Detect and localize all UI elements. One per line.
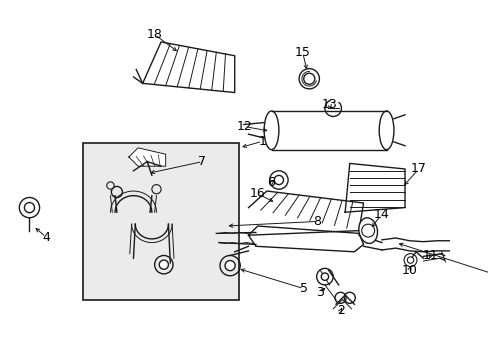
Polygon shape [271,111,386,150]
Text: 17: 17 [410,162,426,175]
Circle shape [224,261,235,271]
Polygon shape [142,42,234,93]
Text: 16: 16 [249,187,265,200]
Text: 15: 15 [294,46,310,59]
Text: 13: 13 [321,98,337,111]
Ellipse shape [358,218,377,243]
Ellipse shape [379,111,393,150]
Text: 5: 5 [299,282,307,295]
FancyBboxPatch shape [82,143,239,300]
Text: 1: 1 [258,135,266,148]
Polygon shape [345,163,404,212]
Text: 7: 7 [198,155,206,168]
Text: 10: 10 [401,264,417,277]
Circle shape [274,175,283,185]
Polygon shape [248,191,363,235]
Text: 11: 11 [422,249,438,262]
Text: 3: 3 [316,286,324,299]
Text: 6: 6 [267,176,275,189]
Ellipse shape [264,111,278,150]
Circle shape [303,73,314,84]
Polygon shape [248,226,363,252]
Text: 12: 12 [237,120,252,133]
Circle shape [159,260,168,269]
Text: 18: 18 [146,28,162,41]
Circle shape [407,257,413,263]
Text: 2: 2 [336,304,344,317]
Text: 4: 4 [42,230,50,244]
Text: 8: 8 [313,215,321,228]
Text: 14: 14 [372,208,388,221]
Circle shape [321,273,328,280]
Polygon shape [129,148,165,166]
Circle shape [24,203,35,213]
